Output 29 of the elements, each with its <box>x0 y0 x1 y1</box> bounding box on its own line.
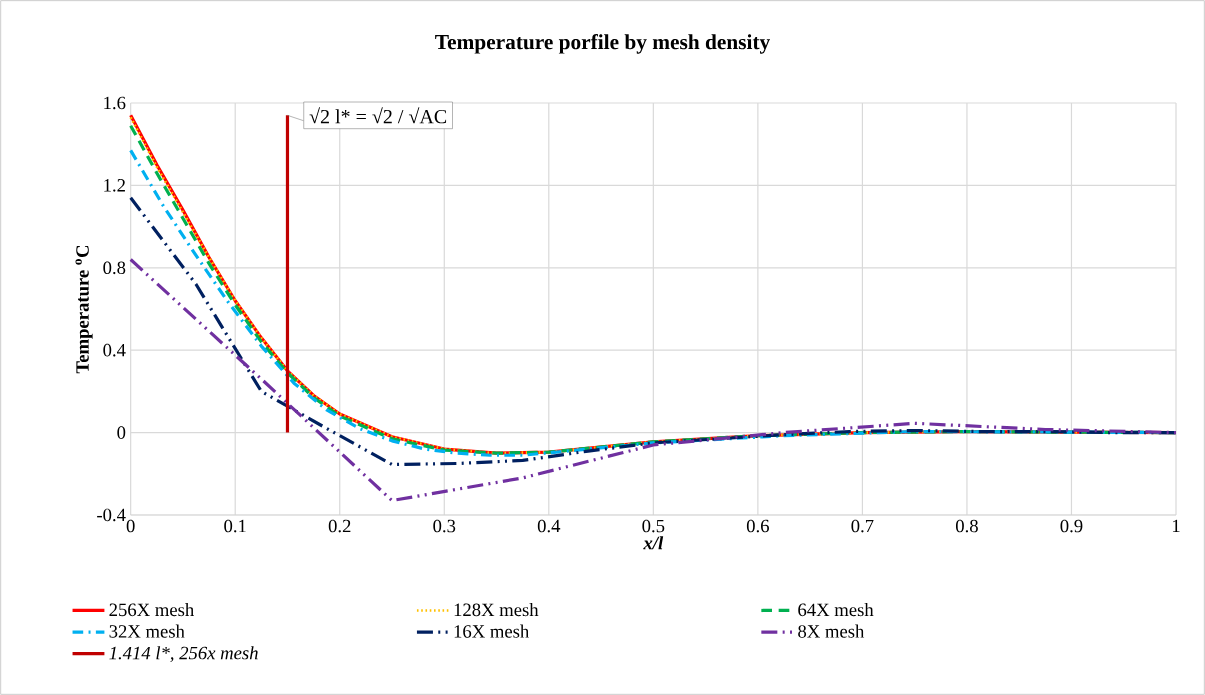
y-tick-label: 1.2 <box>104 179 125 192</box>
x-tick-label: 0.3 <box>433 519 456 533</box>
x-tick-label: 1 <box>1172 519 1180 533</box>
y-tick-label: 1.6 <box>104 96 126 110</box>
legend-label: 1.414 l*, 256x mesh <box>109 646 258 663</box>
line-series <box>129 257 1178 503</box>
x-tick-label: 0 <box>126 519 135 533</box>
legend-label: 256X mesh <box>109 602 194 617</box>
y-tick-label: 0 <box>117 426 126 439</box>
x-tick-label: 0.9 <box>1060 519 1083 533</box>
y-tick-label: 0.4 <box>103 343 126 357</box>
x-tick-label: 0.5 <box>642 519 665 533</box>
y-axis-title: Temperature $^{o}$C <box>75 245 93 374</box>
legend-label: 32X mesh <box>109 624 185 638</box>
x-axis-title: x/l <box>643 536 664 550</box>
legend-label: 16X mesh <box>454 624 530 638</box>
y-tick-label: 0.8 <box>103 261 126 275</box>
x-tick-label: 0.2 <box>328 519 351 533</box>
x-tick-label: 0.8 <box>955 519 978 533</box>
x-tick-label: 0.1 <box>224 519 246 533</box>
legend-label: 64X mesh <box>798 602 874 617</box>
annotation: √2 l* = √2 / √AC <box>309 107 447 124</box>
y-tick-label: -0.4 <box>97 508 126 522</box>
x-tick-label: 0.6 <box>746 519 769 533</box>
x-tick-label: 0.4 <box>537 519 561 533</box>
legend-label: 8X mesh <box>798 624 865 638</box>
chart-title: Temperature porfile by mesh density <box>435 34 770 54</box>
x-tick-label: 0.7 <box>851 519 874 533</box>
legend-label: 128X mesh <box>454 602 539 617</box>
